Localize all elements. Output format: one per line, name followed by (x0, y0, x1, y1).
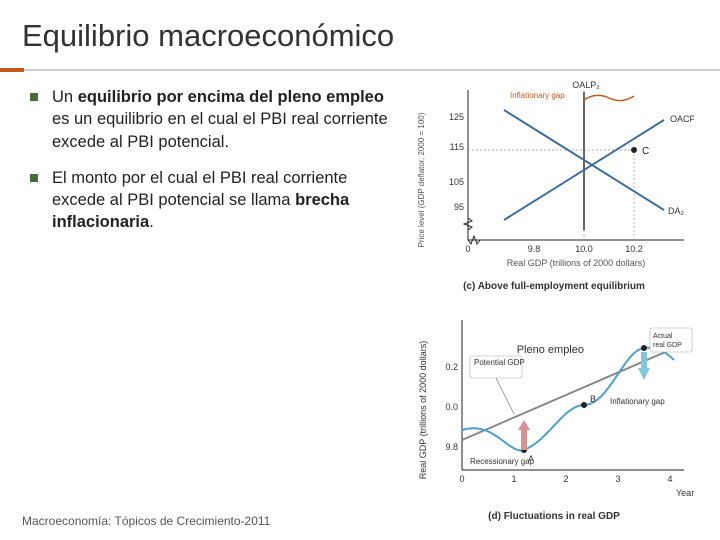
svg-text:Real GDP (trillions of 2000 do: Real GDP (trillions of 2000 dollars) (507, 258, 645, 268)
chart-d-caption: (d) Fluctuations in real GDP (414, 511, 694, 522)
svg-text:0: 0 (459, 474, 464, 484)
svg-text:0: 0 (465, 244, 470, 254)
svg-text:OALP₂: OALP₂ (572, 80, 600, 90)
svg-text:Potential GDP: Potential GDP (474, 358, 525, 367)
svg-text:Inflationary gap: Inflationary gap (510, 91, 565, 100)
svg-text:B: B (590, 394, 596, 404)
pleno-empleo-label: Pleno empleo (517, 344, 584, 356)
footer-text: Macroeconomía: Tópicos de Crecimiento-20… (22, 514, 270, 528)
svg-text:115: 115 (450, 142, 464, 152)
svg-text:2: 2 (563, 474, 568, 484)
svg-text:125: 125 (449, 112, 464, 122)
svg-text:Price level (GDP deflator, 200: Price level (GDP deflator, 2000 = 100) (417, 112, 426, 247)
svg-text:0.0: 0.0 (445, 402, 458, 412)
svg-text:4: 4 (667, 474, 672, 484)
svg-text:Inflationary gap: Inflationary gap (610, 397, 665, 406)
svg-text:DA₂: DA₂ (668, 206, 685, 216)
svg-text:Real GDP (trillions of 2000 do: Real GDP (trillions of 2000 dollars) (418, 341, 428, 479)
svg-text:9.8: 9.8 (445, 442, 458, 452)
chart-c-caption: (c) Above full-employment equilibrium (414, 281, 694, 292)
chart-above-full-employment: 95 105 115 125 0 9.8 10.0 10.2 C Inflati… (414, 80, 694, 290)
svg-text:0.2: 0.2 (445, 362, 458, 372)
svg-text:95: 95 (454, 202, 464, 212)
list-item: Un equilibrio por encima del pleno emple… (28, 86, 388, 153)
svg-text:1: 1 (511, 474, 516, 484)
bullet-list: Un equilibrio por encima del pleno emple… (28, 86, 388, 248)
svg-text:Recessionary gap: Recessionary gap (470, 457, 535, 466)
page-title: Equilibrio macroeconómico (22, 18, 720, 54)
svg-text:Actual: Actual (653, 333, 673, 340)
svg-text:9.8: 9.8 (528, 244, 541, 254)
title-underline (0, 68, 720, 72)
svg-text:10.2: 10.2 (625, 244, 643, 254)
svg-text:3: 3 (615, 474, 620, 484)
svg-text:real GDP: real GDP (653, 342, 682, 349)
svg-text:105: 105 (449, 177, 464, 187)
svg-text:10.0: 10.0 (575, 244, 593, 254)
svg-text:C: C (642, 146, 649, 157)
svg-text:OACP₂: OACP₂ (670, 114, 694, 124)
chart-fluctuations: 9.8 0.0 0.2 0 1 2 3 4 Year Real GDP (tri… (414, 310, 694, 520)
svg-text:Year: Year (676, 488, 694, 498)
list-item: El monto por el cual el PBI real corrien… (28, 167, 388, 234)
